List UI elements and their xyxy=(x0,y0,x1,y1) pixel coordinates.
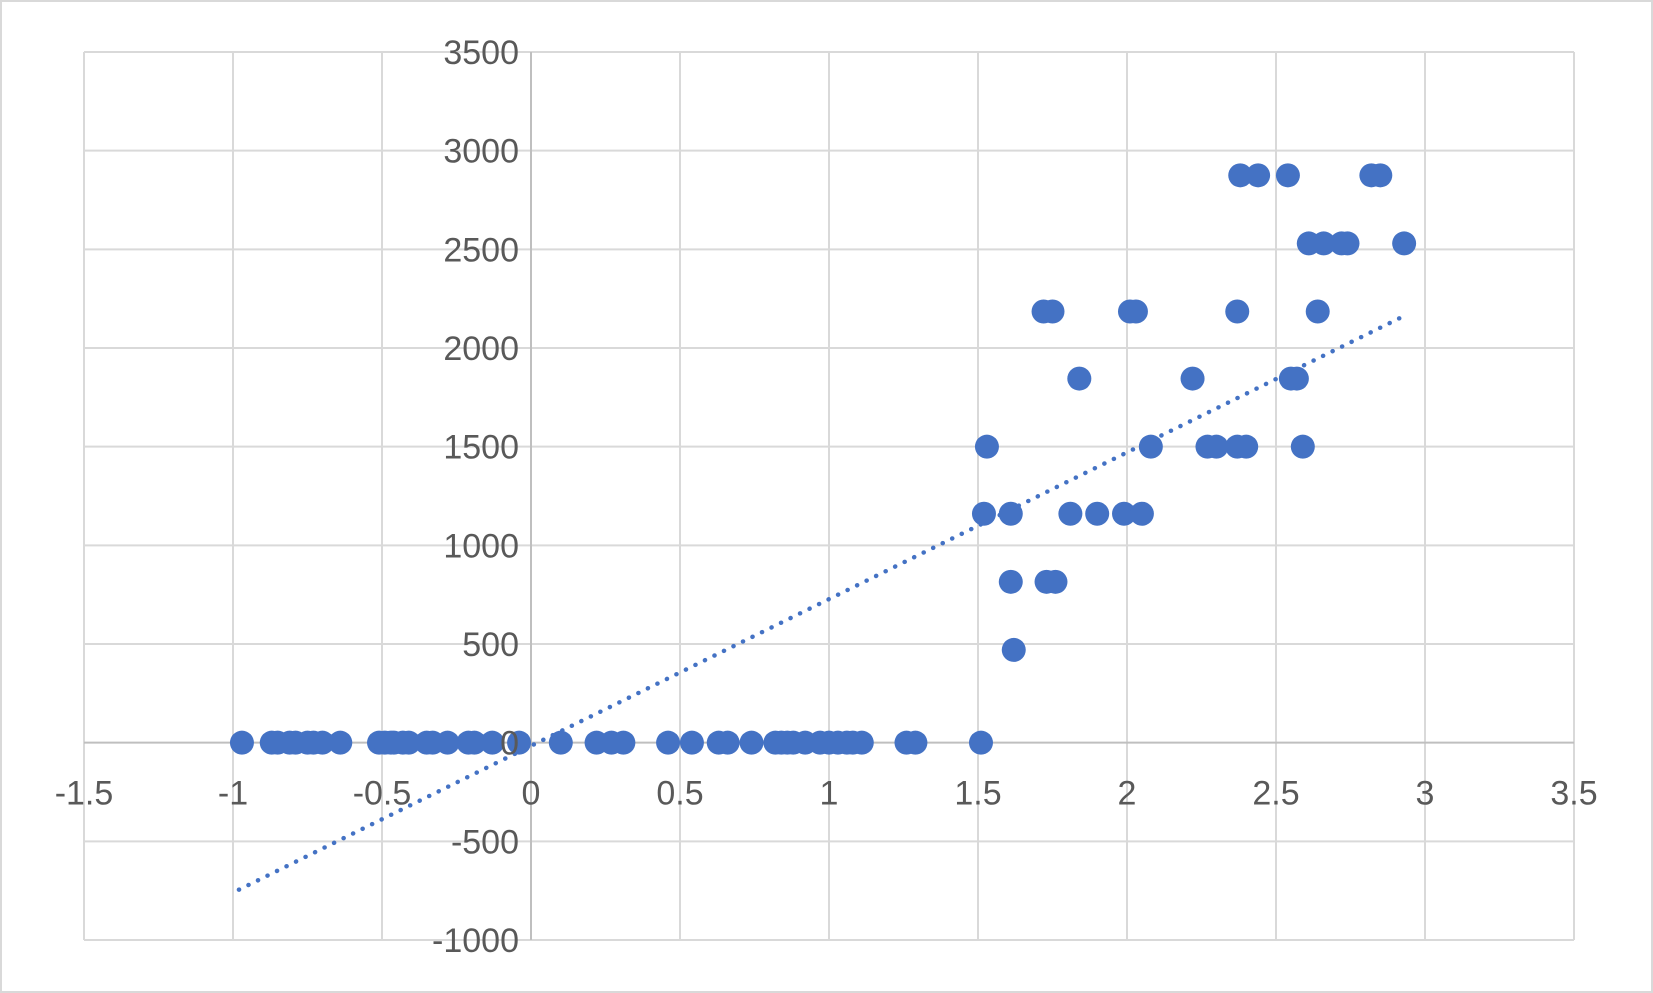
data-point xyxy=(1123,299,1148,324)
trendline xyxy=(236,315,1404,892)
data-point xyxy=(328,730,353,755)
data-point xyxy=(974,434,999,459)
y-tick-label: 3000 xyxy=(443,133,519,171)
y-tick-label: -500 xyxy=(451,823,519,861)
x-tick-label: 1 xyxy=(820,775,839,813)
data-point xyxy=(1112,501,1137,526)
trendline-layer xyxy=(236,315,1404,892)
data-point xyxy=(656,730,681,755)
data-point xyxy=(998,501,1023,526)
data-point xyxy=(1246,163,1271,188)
data-point xyxy=(739,730,764,755)
data-point xyxy=(435,730,460,755)
x-tick-label: 3.5 xyxy=(1550,775,1597,813)
data-point xyxy=(611,730,636,755)
y-tick-label: 0 xyxy=(500,725,519,763)
data-point xyxy=(1138,434,1163,459)
data-point xyxy=(548,730,573,755)
x-tick-label: 1.5 xyxy=(954,775,1001,813)
data-point xyxy=(1275,163,1300,188)
data-point xyxy=(1001,637,1026,662)
y-tick-label: 3500 xyxy=(443,34,519,72)
x-axis-tick-labels: -1.5 -1 -0.5 0 0.5 1 1.5 2 2.5 3 3.5 xyxy=(55,775,1598,813)
y-tick-label: -1000 xyxy=(432,922,519,960)
x-tick-label: 0.5 xyxy=(656,775,703,813)
data-point xyxy=(715,730,740,755)
data-point xyxy=(507,730,532,755)
x-tick-label: 3 xyxy=(1416,775,1435,813)
data-point xyxy=(998,569,1023,594)
x-tick-label: -0.5 xyxy=(353,775,412,813)
data-point xyxy=(1129,501,1154,526)
y-tick-label: 2500 xyxy=(443,231,519,269)
data-point xyxy=(679,730,704,755)
data-point xyxy=(1305,299,1330,324)
data-point xyxy=(1043,569,1068,594)
data-point xyxy=(1085,501,1110,526)
data-point xyxy=(396,730,421,755)
x-tick-label: -1 xyxy=(218,775,248,813)
x-tick-label: 0 xyxy=(522,775,541,813)
data-point xyxy=(1228,163,1253,188)
y-axis-tick-labels: -1000 -500 0 500 1000 1500 2000 2500 3000 3500 xyxy=(432,34,519,960)
x-tick-label: 2.5 xyxy=(1252,775,1299,813)
data-point xyxy=(1225,299,1250,324)
data-point xyxy=(1284,366,1309,391)
y-tick-label: 500 xyxy=(462,626,519,664)
data-points xyxy=(229,163,1417,755)
data-point xyxy=(1392,231,1417,256)
data-point xyxy=(1290,434,1315,459)
data-point xyxy=(1040,299,1065,324)
data-point xyxy=(1234,434,1259,459)
x-tick-label: 2 xyxy=(1118,775,1137,813)
data-point xyxy=(1204,434,1229,459)
x-tick-label: -1.5 xyxy=(55,775,114,813)
y-tick-label: 1500 xyxy=(443,429,519,467)
data-point xyxy=(1067,366,1092,391)
data-point xyxy=(903,730,928,755)
data-point xyxy=(462,730,487,755)
data-point xyxy=(968,730,993,755)
data-point xyxy=(310,730,335,755)
data-point xyxy=(971,501,996,526)
grid-lines xyxy=(83,51,1575,941)
data-point xyxy=(229,730,254,755)
data-point xyxy=(1058,501,1083,526)
y-tick-label: 1000 xyxy=(443,527,519,565)
data-point xyxy=(480,730,505,755)
data-point xyxy=(1311,231,1336,256)
data-point xyxy=(849,730,874,755)
data-point xyxy=(1335,231,1360,256)
data-point xyxy=(1180,366,1205,391)
data-point xyxy=(1368,163,1393,188)
y-tick-label: 2000 xyxy=(443,330,519,368)
